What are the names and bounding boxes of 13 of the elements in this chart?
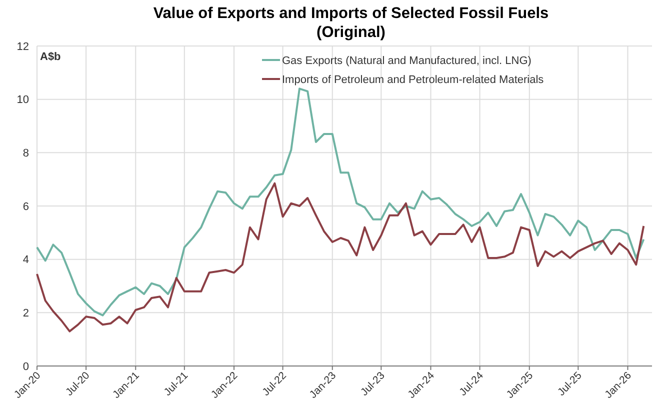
y-tick-label: 12 bbox=[16, 40, 29, 53]
y-axis-title: A$b bbox=[40, 51, 62, 63]
legend-label: Gas Exports (Natural and Manufactured, incl. LNG) bbox=[282, 54, 532, 67]
line-series bbox=[36, 88, 645, 316]
y-tick-label: 2 bbox=[22, 308, 29, 320]
y-tick-label: 6 bbox=[22, 200, 29, 213]
y-tick-label: 10 bbox=[16, 94, 29, 106]
y-tick-label: 4 bbox=[22, 254, 29, 266]
legend-label: Imports of Petroleum and Petroleum-related Materials bbox=[282, 74, 544, 86]
y-tick-label: 0 bbox=[22, 360, 29, 373]
y-tick-label: 8 bbox=[22, 148, 29, 160]
line-series bbox=[36, 182, 645, 332]
chart-title: Value of Exports and Imports of Selected Fossil Fuels (Original) bbox=[153, 5, 549, 41]
